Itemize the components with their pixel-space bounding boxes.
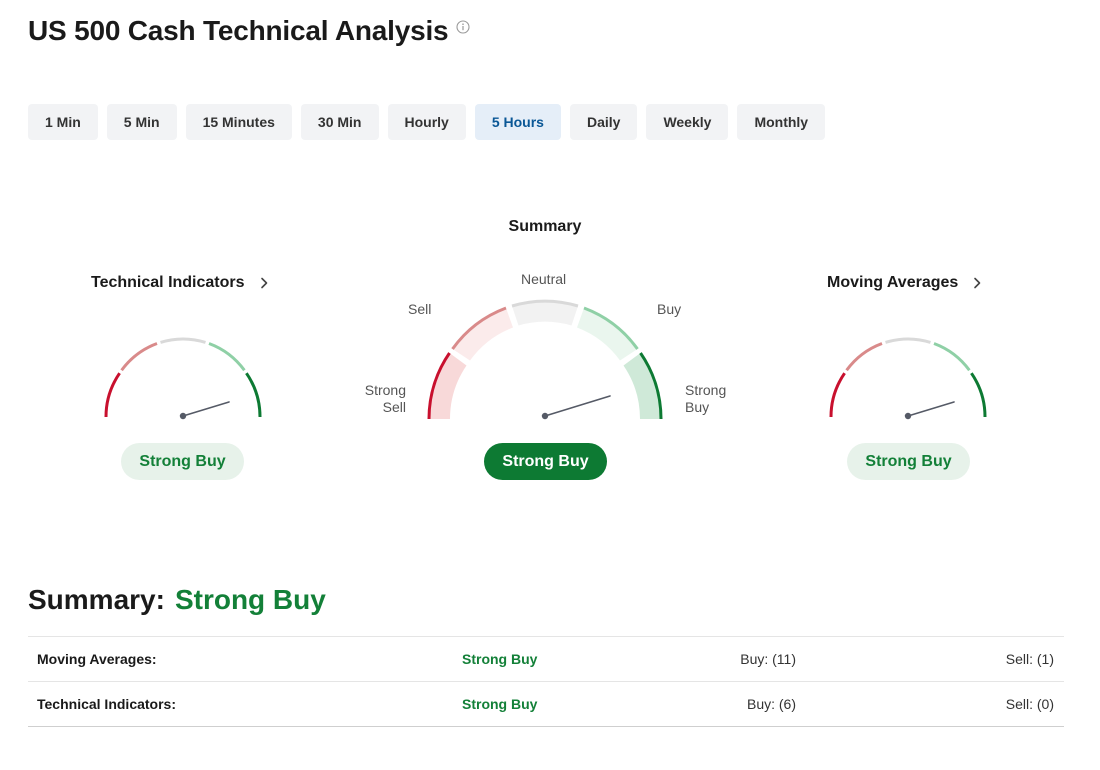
- summary-value: Strong Buy: [174, 584, 326, 615]
- tab-15-minutes[interactable]: 15 Minutes: [185, 104, 292, 140]
- row-name: Moving Averages:: [37, 651, 157, 667]
- moving-averages-signal: Strong Buy: [847, 443, 970, 480]
- technical-indicators-title: Technical Indicators: [91, 274, 245, 291]
- gauge-label-sell: Sell: [408, 301, 432, 317]
- moving-averages-title: Moving Averages: [827, 274, 959, 291]
- row-signal: Strong Buy: [462, 696, 538, 712]
- gauge-label-buy: Buy: [657, 301, 682, 317]
- summary-signal: Strong Buy: [484, 443, 607, 480]
- table-row: Technical Indicators: Strong Buy Buy: (6…: [28, 682, 1064, 727]
- page-title: US 500 Cash Technical Analysis: [28, 15, 449, 46]
- row-sell-count: Sell: (1): [1005, 651, 1054, 667]
- summary-gauge: [427, 299, 663, 420]
- moving-averages-gauge: [829, 337, 987, 420]
- tab-monthly[interactable]: Monthly: [737, 104, 826, 140]
- gauge-label-strong-sell: Strong Sell: [364, 382, 406, 415]
- tab-weekly[interactable]: Weekly: [646, 104, 729, 140]
- tab-daily[interactable]: Daily: [569, 104, 638, 140]
- chevron-right-icon: [260, 277, 267, 289]
- timeframe-tabs: 1 Min 5 Min 15 Minutes 30 Min Hourly 5 H…: [28, 104, 826, 140]
- row-signal: Strong Buy: [462, 651, 538, 667]
- summary-result: Summary: Strong Buy: [28, 582, 326, 618]
- gauge-needle: [544, 395, 611, 417]
- chevron-right-icon: [974, 277, 981, 289]
- tab-30-min[interactable]: 30 Min: [300, 104, 379, 140]
- tab-hourly[interactable]: Hourly: [387, 104, 466, 140]
- gauge-needle: [907, 401, 955, 417]
- gauge-label-strong-buy: Strong Buy: [685, 382, 727, 415]
- summary-gauge-title: Summary: [508, 218, 582, 235]
- info-icon[interactable]: [456, 20, 470, 34]
- gauge-label-neutral: Neutral: [521, 271, 567, 287]
- row-buy-count: Buy: (6): [746, 696, 796, 712]
- summary-label: Summary:: [28, 584, 165, 615]
- title-row: US 500 Cash Technical Analysis: [28, 12, 470, 50]
- technical-indicators-gauge: [104, 337, 262, 420]
- technical-indicators-signal: Strong Buy: [121, 443, 244, 480]
- moving-averages-link[interactable]: Moving Averages: [827, 274, 982, 292]
- summary-table: Moving Averages: Strong Buy Buy: (11) Se…: [28, 636, 1064, 727]
- tab-5-hours[interactable]: 5 Hours: [474, 104, 561, 140]
- gauge-needle: [182, 401, 230, 417]
- tab-5-min[interactable]: 5 Min: [106, 104, 177, 140]
- row-sell-count: Sell: (0): [1005, 696, 1054, 712]
- technical-indicators-link[interactable]: Technical Indicators: [91, 274, 269, 292]
- row-name: Technical Indicators:: [37, 696, 176, 712]
- table-row: Moving Averages: Strong Buy Buy: (11) Se…: [28, 637, 1064, 682]
- row-buy-count: Buy: (11): [740, 651, 796, 667]
- tab-1-min[interactable]: 1 Min: [28, 104, 98, 140]
